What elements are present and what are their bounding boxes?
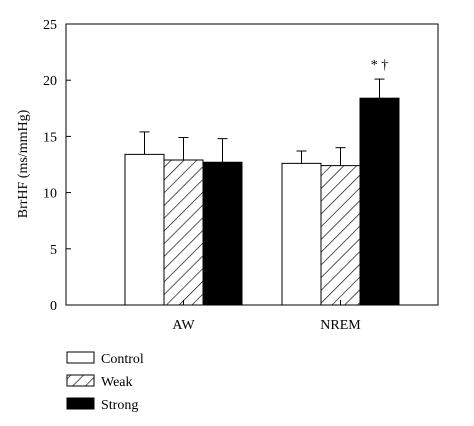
bar-strong-nrem [359, 97, 400, 306]
x-tick-label: NREM [320, 318, 361, 333]
y-axis: 0 5 10 15 20 25 [43, 18, 71, 314]
significance-annotation: * † [371, 58, 389, 73]
bar-series-group: * † [124, 58, 400, 306]
legend-label-control: Control [101, 352, 144, 367]
y-tick-label: 20 [43, 74, 57, 89]
legend: Control Weak Strong [66, 351, 144, 413]
bar-weak-nrem [320, 165, 361, 306]
legend-label-weak: Weak [101, 375, 133, 390]
y-tick-label: 5 [50, 243, 57, 258]
bar-strong-aw [202, 161, 243, 306]
plot-border [65, 23, 439, 306]
bar-control-aw [124, 153, 165, 306]
legend-swatch-weak [66, 374, 95, 387]
y-axis-label: BrrHF (ms/mmHg) [16, 109, 31, 218]
x-tick-label: AW [172, 318, 195, 333]
plot-area [65, 23, 439, 306]
x-axis: AW NREM [172, 300, 361, 333]
y-tick-label: 10 [43, 187, 57, 202]
y-tick-label: 15 [43, 130, 57, 145]
legend-label-strong: Strong [101, 398, 138, 413]
legend-swatch-strong [66, 397, 95, 410]
y-tick-label: 25 [43, 18, 57, 33]
legend-swatch-control [66, 351, 95, 364]
bar-control-nrem [281, 162, 322, 306]
bar-weak-aw [163, 159, 204, 306]
y-tick-label: 0 [50, 299, 57, 314]
